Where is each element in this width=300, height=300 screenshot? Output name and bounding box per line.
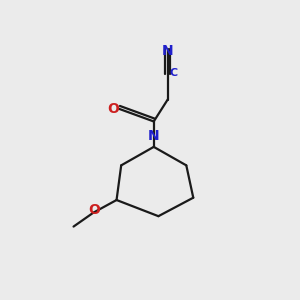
- Text: O: O: [88, 203, 101, 218]
- Text: N: N: [162, 44, 173, 58]
- Text: O: O: [107, 102, 119, 116]
- Text: N: N: [148, 129, 160, 143]
- Text: C: C: [169, 68, 178, 78]
